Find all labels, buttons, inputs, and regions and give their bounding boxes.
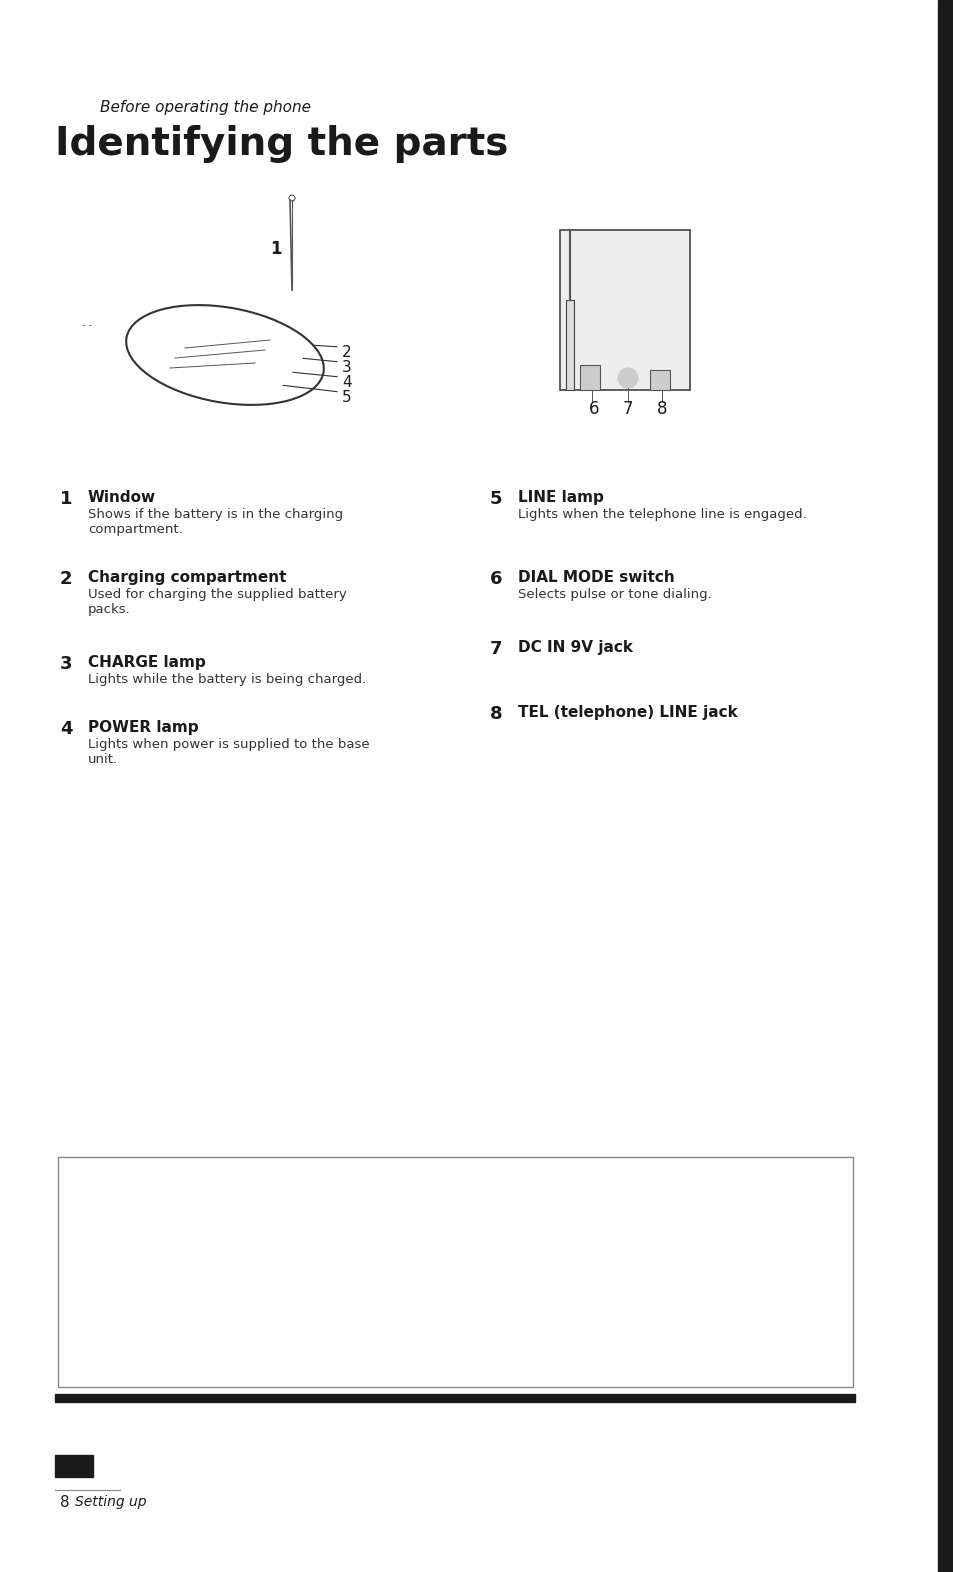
Text: 5: 5 <box>341 390 352 406</box>
Text: 4: 4 <box>60 720 72 737</box>
Text: 2: 2 <box>341 344 352 360</box>
Text: - -: - - <box>82 321 92 330</box>
Text: Identifying the parts: Identifying the parts <box>55 126 508 163</box>
Bar <box>937 0 953 1572</box>
Text: Selects pulse or tone dialing.: Selects pulse or tone dialing. <box>517 588 711 601</box>
Text: 8: 8 <box>60 1495 70 1511</box>
Text: 4: 4 <box>341 376 352 390</box>
Bar <box>649 369 669 390</box>
Bar <box>559 230 689 390</box>
Text: 1: 1 <box>270 241 281 258</box>
Text: 8: 8 <box>657 399 667 418</box>
Bar <box>55 1394 854 1402</box>
Text: CHARGE lamp: CHARGE lamp <box>88 656 206 670</box>
Text: Setting up: Setting up <box>75 1495 147 1509</box>
Text: 7: 7 <box>622 399 633 418</box>
Bar <box>58 1157 852 1387</box>
Text: 1: 1 <box>60 490 72 508</box>
Text: TEL (telephone) LINE jack: TEL (telephone) LINE jack <box>517 704 737 720</box>
Text: 2: 2 <box>60 571 72 588</box>
Text: Charging compartment: Charging compartment <box>88 571 286 585</box>
Text: Shows if the battery is in the charging
compartment.: Shows if the battery is in the charging … <box>88 508 343 536</box>
Text: Lights when the telephone line is engaged.: Lights when the telephone line is engage… <box>517 508 806 520</box>
Text: Before operating the phone: Before operating the phone <box>100 101 311 115</box>
Text: DIAL MODE switch: DIAL MODE switch <box>517 571 674 585</box>
Text: Used for charging the supplied battery
packs.: Used for charging the supplied battery p… <box>88 588 346 616</box>
Text: 8: 8 <box>490 704 502 723</box>
Text: 3: 3 <box>60 656 72 673</box>
Circle shape <box>618 368 638 388</box>
Text: 5: 5 <box>490 490 502 508</box>
Text: DC IN 9V jack: DC IN 9V jack <box>517 640 633 656</box>
Text: Window: Window <box>88 490 156 505</box>
Bar <box>55 1456 92 1478</box>
Text: 3: 3 <box>341 360 352 376</box>
Text: LINE lamp: LINE lamp <box>517 490 603 505</box>
Text: Lights while the battery is being charged.: Lights while the battery is being charge… <box>88 673 366 685</box>
Text: 6: 6 <box>490 571 502 588</box>
Bar <box>579 365 599 390</box>
Text: 7: 7 <box>490 640 502 659</box>
Text: Lights when power is supplied to the base
unit.: Lights when power is supplied to the bas… <box>88 737 369 766</box>
Text: 6: 6 <box>588 399 598 418</box>
Text: POWER lamp: POWER lamp <box>88 720 198 736</box>
Bar <box>565 300 574 390</box>
